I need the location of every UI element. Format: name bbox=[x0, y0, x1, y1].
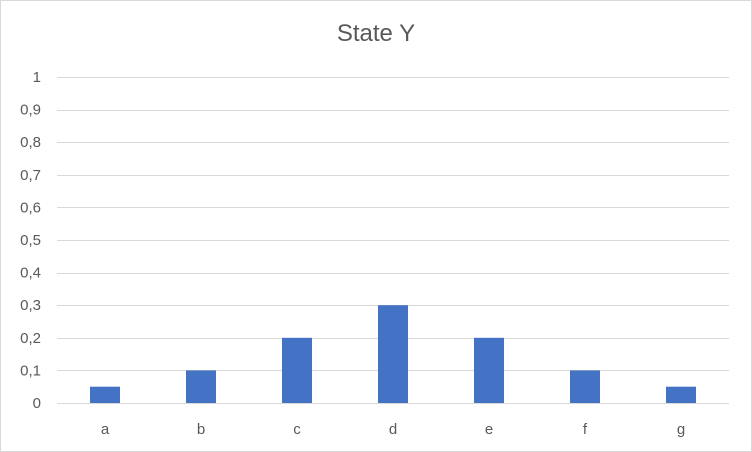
y-tick-label: 0,2 bbox=[20, 330, 41, 347]
x-tick-label: d bbox=[389, 421, 397, 438]
bar-g bbox=[666, 386, 696, 403]
y-tick-label: 1 bbox=[33, 69, 41, 86]
x-tick-label: c bbox=[293, 421, 301, 438]
bar-b bbox=[186, 370, 216, 403]
y-tick-label: 0,9 bbox=[20, 102, 41, 119]
y-tick-label: 0,7 bbox=[20, 167, 41, 184]
bar-d bbox=[378, 305, 408, 403]
y-tick-label: 0,5 bbox=[20, 232, 41, 249]
chart-title: State Y bbox=[336, 20, 416, 47]
bar-f bbox=[570, 370, 600, 403]
bars bbox=[90, 305, 696, 403]
x-tick-label: b bbox=[197, 421, 205, 438]
x-tick-label: e bbox=[485, 421, 493, 438]
bar-e bbox=[474, 337, 504, 403]
gridlines bbox=[57, 77, 729, 404]
y-tick-label: 0 bbox=[33, 395, 41, 412]
x-axis-tick-labels: a b c d e f g bbox=[101, 421, 685, 438]
bar-a bbox=[90, 386, 120, 403]
bar-c bbox=[282, 337, 312, 403]
y-tick-label: 0,8 bbox=[20, 134, 41, 151]
y-tick-label: 0,1 bbox=[20, 362, 41, 379]
y-tick-label: 0,6 bbox=[20, 199, 41, 216]
y-tick-label: 0,4 bbox=[20, 265, 41, 282]
x-tick-label: a bbox=[101, 421, 110, 438]
y-axis-tick-labels: 0 0,1 0,2 0,3 0,4 0,5 0,6 0,7 0,8 0,9 1 bbox=[20, 69, 41, 412]
x-tick-label: g bbox=[677, 421, 685, 438]
x-tick-label: f bbox=[583, 421, 588, 438]
y-tick-label: 0,3 bbox=[20, 297, 41, 314]
